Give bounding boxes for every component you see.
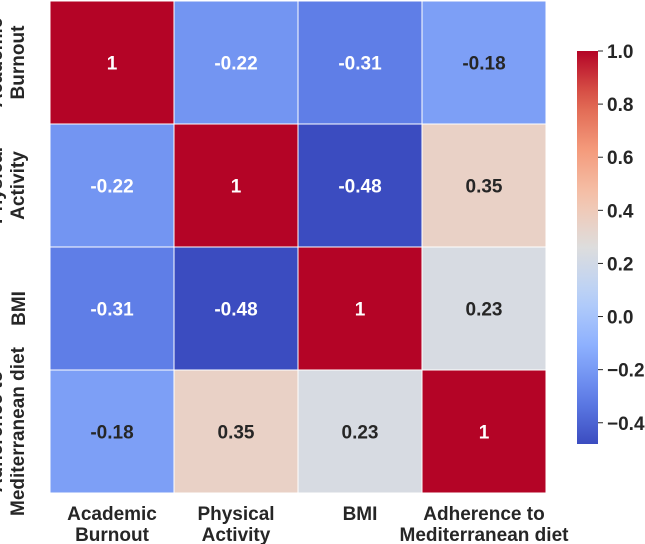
x-tick-label-line: Burnout <box>75 525 150 544</box>
heatmap-cell <box>421 369 547 494</box>
y-tick-label-line: Burnout <box>8 25 29 100</box>
x-tick-label: Academic Burnout <box>67 504 157 544</box>
cell-value-label: 1 <box>107 54 118 75</box>
cell-value-label: -0.22 <box>90 177 133 198</box>
y-tick-label-line: Activity <box>8 151 29 220</box>
x-tick-label: Physical Activity <box>197 504 274 544</box>
cell-value-label: -0.22 <box>214 54 257 75</box>
y-tick-label-line: Mediterranean diet <box>8 346 29 516</box>
y-tick-label: PhysicalActivity <box>0 147 29 224</box>
colorbar-tick-label: 1.0 <box>607 42 633 63</box>
y-tick-label-line: BMI <box>9 291 30 326</box>
y-tick-label: BMI <box>9 291 30 326</box>
heatmap-cell <box>49 123 175 248</box>
colorbar-tick-label: −0.2 <box>607 361 645 382</box>
y-axis-labels: AcademicBurnout PhysicalActivity BMI Adhere… <box>0 17 30 516</box>
x-tick-label-line: Academic <box>67 504 157 525</box>
cell-value-label: 0.35 <box>466 177 503 198</box>
heatmap-cell <box>49 0 175 125</box>
cell-value-label: -0.31 <box>90 300 134 321</box>
cell-value-label: -0.48 <box>214 300 257 321</box>
heatmap-cells <box>49 0 547 494</box>
y-tick-label-line: Academic <box>0 17 7 107</box>
x-tick-label-line: Adherence to <box>423 504 544 525</box>
y-tick-label: Adherence toMediterranean diet <box>0 346 29 516</box>
x-tick-label-line: Activity <box>202 525 271 544</box>
x-axis-labels: Academic Burnout Physical Activity BMI Adhere… <box>67 504 569 544</box>
cell-value-label: -0.18 <box>462 54 505 75</box>
cell-value-label: 1 <box>479 423 490 444</box>
heatmap-cell <box>173 123 299 248</box>
y-tick-label-line: Adherence to <box>0 371 7 492</box>
y-tick-label: AcademicBurnout <box>0 17 29 107</box>
y-tick-label-line: Physical <box>0 147 7 224</box>
colorbar-tick-label: 0.6 <box>607 148 633 169</box>
x-tick-label-line: Mediterranean diet <box>400 525 570 544</box>
colorbar-tick-label: −0.4 <box>607 414 645 435</box>
colorbar-tick-label: 0.4 <box>607 201 634 222</box>
cell-value-label: 0.23 <box>342 423 379 444</box>
colorbar-tick-label: 0.0 <box>607 308 633 329</box>
cell-value-label: 0.35 <box>218 423 255 444</box>
heatmap-cell <box>49 369 175 494</box>
cell-value-label: -0.18 <box>90 423 133 444</box>
cell-value-label: 0.23 <box>466 300 503 321</box>
cell-value-label: -0.48 <box>338 177 381 198</box>
heatmap-cell <box>173 246 299 371</box>
cell-value-label: 1 <box>355 300 366 321</box>
heatmap-cell <box>421 246 547 371</box>
colorbar-gradient <box>577 51 598 444</box>
x-tick-label-line: BMI <box>343 504 378 525</box>
heatmap-cell <box>297 369 423 494</box>
heatmap-cell <box>297 0 423 125</box>
cell-value-label: -0.31 <box>338 54 382 75</box>
heatmap-cell <box>421 0 547 125</box>
colorbar-tick-label: 0.8 <box>607 95 633 116</box>
x-tick-label: Adherence to Mediterranean diet <box>400 504 570 544</box>
colorbar: 1.0 0.8 0.6 0.4 0.2 0.0 −0.2 −0.4 <box>577 42 645 444</box>
heatmap-cell <box>421 123 547 248</box>
x-tick-label: BMI <box>343 504 378 525</box>
heatmap-cell <box>173 369 299 494</box>
x-tick-label-line: Physical <box>197 504 274 525</box>
colorbar-tick-label: 0.2 <box>607 254 633 275</box>
heatmap-cell <box>173 0 299 125</box>
cell-value-label: 1 <box>231 177 242 198</box>
heatmap-annotations: 1 -0.22 -0.31 -0.18 -0.22 1 -0.48 0.35 -0.31 -0.4… <box>90 54 505 444</box>
